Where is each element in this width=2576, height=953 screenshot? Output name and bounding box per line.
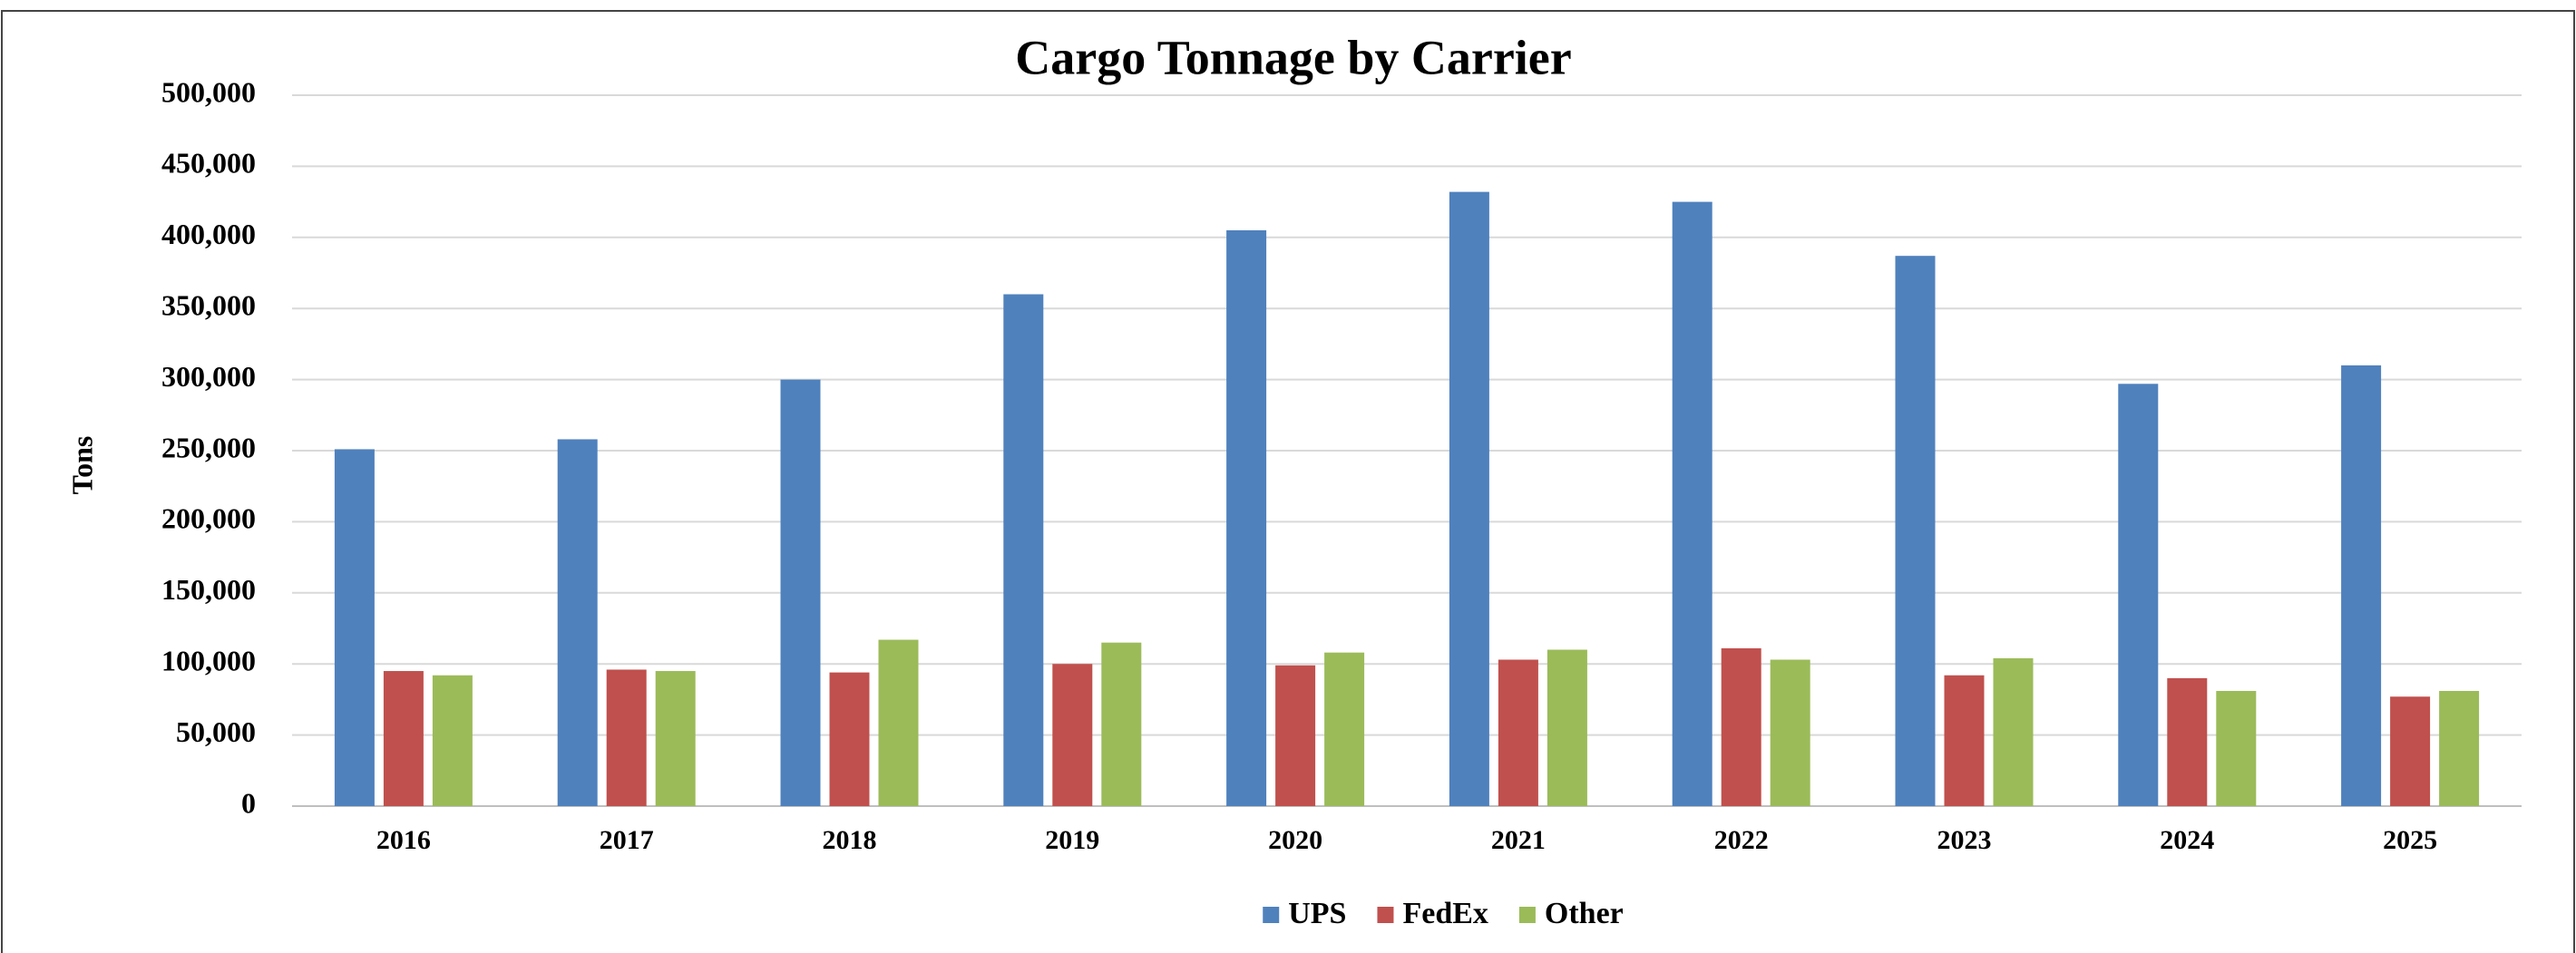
y-tick-label: 450,000 (161, 147, 256, 180)
bar (334, 449, 375, 806)
legend-label: UPS (1288, 897, 1346, 930)
y-tick-label: 200,000 (161, 502, 256, 535)
bar (1993, 657, 2034, 806)
bar (2390, 696, 2431, 806)
x-tick-label: 2020 (1268, 825, 1322, 855)
bar (432, 675, 473, 806)
bar (606, 669, 647, 806)
bar (1226, 229, 1267, 806)
x-tick-label: 2023 (1937, 825, 1992, 855)
x-tick-label: 2021 (1491, 825, 1546, 855)
bar (1944, 675, 1985, 806)
legend-label: FedEx (1402, 897, 1488, 930)
legend-label: Other (1545, 897, 1624, 930)
bar (780, 379, 821, 806)
chart-title: Cargo Tonnage by Carrier (1015, 30, 1572, 84)
bar (655, 671, 696, 806)
bar (383, 671, 424, 806)
y-axis-label: Tons (65, 436, 98, 495)
x-tick-label: 2022 (1714, 825, 1769, 855)
x-tick-label: 2019 (1045, 825, 1099, 855)
bar (878, 639, 919, 806)
y-tick-label: 100,000 (161, 645, 256, 677)
y-tick-label: 350,000 (161, 289, 256, 322)
bar (1721, 647, 1761, 806)
bar (1101, 642, 1142, 806)
x-tick-label: 2025 (2383, 825, 2437, 855)
bar (2341, 365, 2382, 806)
x-tick-label: 2024 (2160, 825, 2214, 855)
bar (1275, 665, 1316, 806)
bar (2216, 690, 2257, 806)
bar (557, 439, 598, 806)
bar (2439, 690, 2480, 806)
bar (1770, 659, 1810, 806)
y-tick-label: 250,000 (161, 431, 256, 463)
bar (829, 672, 870, 806)
bar (2167, 677, 2208, 806)
y-tick-label: 50,000 (176, 715, 256, 748)
y-tick-label: 500,000 (161, 75, 256, 108)
y-tick-label: 150,000 (161, 573, 256, 606)
y-tick-label: 0 (241, 786, 256, 819)
bar (1003, 294, 1044, 806)
bar (1672, 201, 1712, 807)
bar (1547, 649, 1587, 806)
x-tick-label: 2016 (376, 825, 431, 855)
legend-swatch (1518, 907, 1536, 923)
bar (1498, 659, 1538, 806)
bar (2118, 384, 2159, 806)
legend-swatch (1263, 907, 1280, 923)
y-tick-label: 400,000 (161, 218, 256, 250)
bar (1895, 256, 1936, 807)
bar (1052, 664, 1093, 806)
chart-border (1, 10, 2575, 953)
bar (1324, 652, 1365, 806)
x-tick-label: 2017 (600, 825, 654, 855)
y-tick-label: 300,000 (161, 360, 256, 393)
legend-swatch (1377, 907, 1394, 923)
x-tick-label: 2018 (823, 825, 877, 855)
bar (1449, 191, 1489, 806)
